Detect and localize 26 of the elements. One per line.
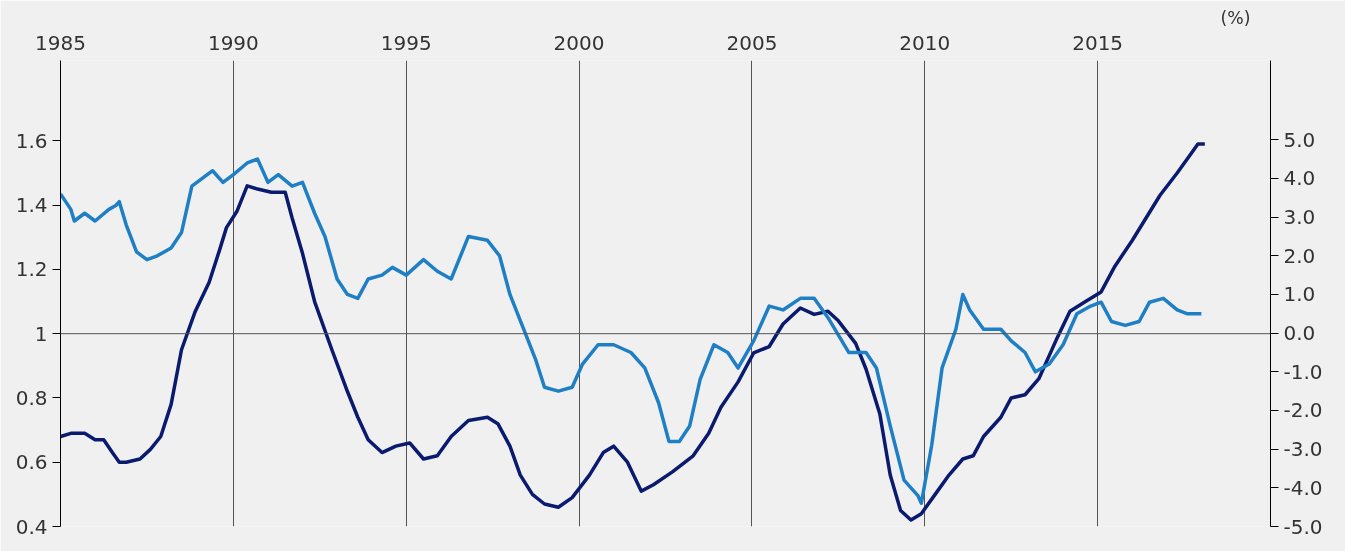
x-tick-label: 2010 (899, 30, 951, 55)
y-tick-label: 1.4 (15, 193, 48, 218)
y2-tick-label: -1.0 (1283, 359, 1323, 384)
x-tick-label: 2005 (726, 30, 778, 55)
y-tick-label: 1 (34, 321, 48, 346)
y2-tick-label: 0.0 (1283, 321, 1316, 346)
y2-tick-label: -5.0 (1283, 514, 1323, 539)
y-tick-label: 1.6 (15, 128, 48, 153)
y2-tick-label: 2.0 (1283, 243, 1316, 268)
y2-tick-label: 1.0 (1283, 282, 1316, 307)
x-tick-label: 1985 (35, 30, 86, 55)
y-tick-label: 0.4 (15, 514, 48, 539)
x-tick-label: 1995 (380, 30, 432, 55)
x-tick-label: 1990 (207, 30, 259, 55)
y2-tick-label: 3.0 (1283, 205, 1316, 230)
y2-tick-label: 4.0 (1283, 166, 1316, 191)
x-tick-label: 2015 (1072, 30, 1124, 55)
y2-axis-title: (%) (1220, 7, 1251, 28)
y-tick-label: 1.2 (15, 257, 48, 282)
y2-tick-label: -4.0 (1283, 475, 1323, 500)
y2-tick-label: -3.0 (1283, 437, 1323, 462)
y-tick-label: 0.8 (15, 385, 48, 410)
y2-tick-label: 5.0 (1283, 127, 1316, 152)
x-tick-label: 2000 (553, 30, 605, 55)
y-tick-label: 0.6 (15, 450, 48, 475)
y2-tick-label: -2.0 (1283, 398, 1323, 423)
